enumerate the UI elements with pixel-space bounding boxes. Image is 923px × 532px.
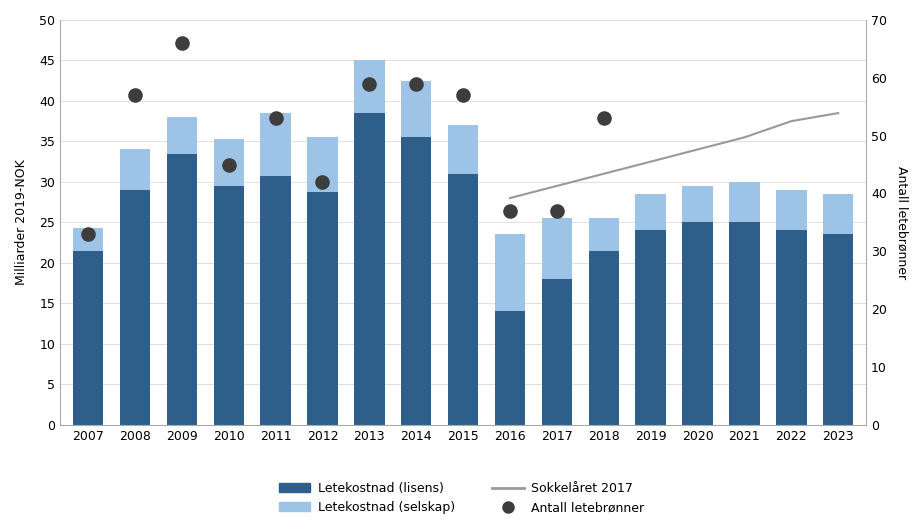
Point	[127, 91, 142, 99]
Y-axis label: Antall letebrønner: Antall letebrønner	[895, 166, 908, 279]
Y-axis label: Milliarder 2019-NOK: Milliarder 2019-NOK	[15, 160, 28, 285]
Bar	[448, 174, 478, 425]
Point	[549, 206, 564, 215]
Bar	[167, 154, 198, 425]
Bar	[495, 235, 525, 311]
Bar	[589, 218, 619, 251]
Legend: Letekostnad (lisens), Letekostnad (selskap), Sokkelåret 2017, Antall letebrønner: Letekostnad (lisens), Letekostnad (selsk…	[272, 476, 651, 520]
Bar	[307, 192, 338, 425]
Bar	[635, 194, 665, 230]
Bar	[823, 194, 854, 235]
Point	[503, 206, 518, 215]
Point	[456, 91, 471, 99]
Bar	[354, 113, 385, 425]
Point	[362, 79, 377, 88]
Bar	[729, 222, 760, 425]
Bar	[729, 182, 760, 222]
Bar	[682, 222, 713, 425]
Bar	[307, 137, 338, 192]
Point	[80, 230, 95, 238]
Bar	[635, 230, 665, 425]
Point	[222, 160, 236, 169]
Bar	[354, 61, 385, 113]
Bar	[401, 137, 431, 425]
Bar	[448, 125, 478, 174]
Bar	[167, 117, 198, 154]
Bar	[542, 218, 572, 279]
Bar	[120, 190, 150, 425]
Point	[269, 114, 283, 122]
Bar	[260, 176, 291, 425]
Bar	[213, 186, 244, 425]
Bar	[776, 190, 807, 230]
Bar	[542, 279, 572, 425]
Point	[174, 39, 189, 47]
Bar	[73, 228, 103, 251]
Point	[596, 114, 611, 122]
Bar	[589, 251, 619, 425]
Point	[409, 79, 424, 88]
Bar	[120, 149, 150, 190]
Bar	[260, 113, 291, 176]
Point	[315, 178, 330, 186]
Bar	[823, 235, 854, 425]
Bar	[682, 186, 713, 222]
Bar	[73, 251, 103, 425]
Bar	[495, 311, 525, 425]
Bar	[401, 81, 431, 137]
Bar	[776, 230, 807, 425]
Bar	[213, 139, 244, 186]
